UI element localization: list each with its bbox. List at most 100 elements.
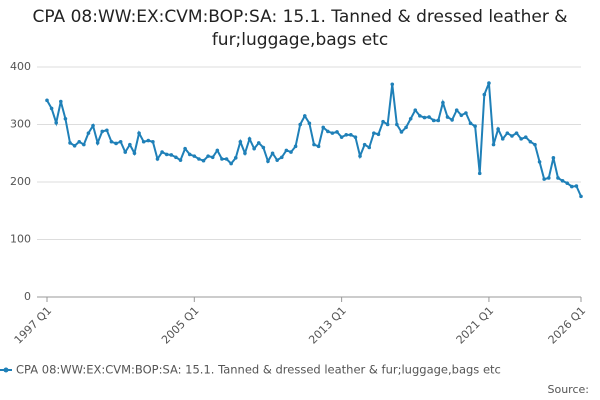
data-point	[335, 130, 339, 134]
data-point	[537, 160, 542, 164]
x-tick-label: 2013 Q1	[306, 304, 349, 347]
data-point	[174, 155, 178, 160]
data-point	[266, 159, 270, 164]
data-point	[128, 142, 132, 147]
data-point	[404, 125, 408, 130]
data-point	[137, 131, 141, 135]
data-point	[321, 125, 326, 130]
source: Source:	[548, 383, 590, 396]
data-point	[293, 144, 298, 149]
data-point	[192, 154, 197, 158]
x-tick-label: 2005 Q1	[159, 304, 202, 347]
data-point	[330, 131, 335, 135]
data-point	[91, 123, 95, 128]
data-point	[445, 115, 450, 119]
data-point	[316, 144, 321, 149]
x-tick-label: 1997 Q1	[12, 304, 55, 347]
data-point	[86, 131, 91, 135]
data-point	[339, 135, 344, 139]
data-point	[100, 129, 105, 134]
data-point	[187, 152, 192, 157]
data-line	[46, 82, 582, 197]
data-point	[95, 141, 100, 145]
data-point	[390, 82, 395, 87]
data-point	[427, 115, 431, 119]
data-point	[279, 155, 284, 160]
data-point	[284, 148, 289, 153]
data-point	[579, 194, 583, 199]
data-point	[551, 156, 556, 160]
data-point	[353, 135, 358, 139]
data-point	[431, 118, 436, 123]
data-point	[372, 131, 376, 135]
data-point	[63, 116, 68, 121]
data-point	[473, 124, 477, 129]
data-point	[206, 154, 210, 158]
data-point	[413, 108, 418, 112]
data-point	[243, 151, 247, 156]
data-point	[233, 156, 238, 160]
data-point	[229, 161, 233, 166]
data-point	[114, 141, 118, 146]
data-point	[105, 128, 109, 133]
y-tick-label: 200	[10, 175, 31, 188]
data-point	[418, 114, 422, 118]
data-point	[289, 150, 293, 154]
data-point	[164, 152, 169, 157]
data-point	[45, 98, 49, 103]
data-point	[487, 81, 491, 85]
y-tick-label: 0	[24, 290, 31, 303]
data-point	[533, 142, 537, 147]
data-point	[574, 184, 579, 188]
data-point	[565, 181, 569, 185]
data-point	[477, 171, 482, 176]
data-point	[464, 111, 468, 115]
data-point	[298, 122, 302, 127]
x-tick-label: 2026 Q1	[546, 304, 589, 347]
data-point	[450, 118, 454, 122]
data-point	[224, 157, 229, 161]
data-point	[482, 92, 487, 97]
data-point	[183, 146, 187, 151]
data-point	[160, 150, 164, 154]
data-point	[261, 145, 266, 150]
data-point	[546, 176, 551, 180]
data-point	[441, 100, 445, 105]
data-point	[141, 139, 146, 144]
data-point	[256, 141, 261, 145]
data-point	[302, 114, 307, 118]
data-point	[500, 137, 505, 141]
data-point	[542, 177, 546, 181]
data-point	[252, 146, 256, 151]
data-point	[210, 155, 215, 160]
data-point	[381, 119, 385, 124]
data-point	[197, 157, 201, 161]
data-point	[77, 139, 82, 144]
data-point	[523, 135, 528, 139]
data-point	[395, 122, 399, 127]
data-point	[422, 115, 427, 120]
data-point	[118, 139, 123, 144]
data-point	[385, 122, 390, 127]
chart-title: CPA 08:WW:EX:CVM:BOP:SA: 15.1. Tanned & …	[32, 7, 568, 50]
data-point	[569, 184, 574, 189]
data-point	[72, 143, 77, 148]
data-point	[326, 129, 330, 134]
data-point	[155, 157, 160, 161]
data-point	[151, 139, 155, 144]
legend-marker	[3, 367, 9, 373]
data-point	[376, 132, 381, 137]
data-point	[312, 142, 316, 147]
data-point	[560, 179, 565, 183]
data-point	[68, 141, 72, 145]
data-point	[247, 137, 252, 141]
data-point	[349, 133, 353, 137]
y-tick-label: 400	[10, 60, 31, 73]
data-point	[454, 108, 459, 112]
legend-label: CPA 08:WW:EX:CVM:BOP:SA: 15.1. Tanned & …	[16, 363, 501, 377]
data-point	[307, 121, 312, 126]
data-point	[528, 139, 533, 144]
data-point	[146, 138, 151, 143]
